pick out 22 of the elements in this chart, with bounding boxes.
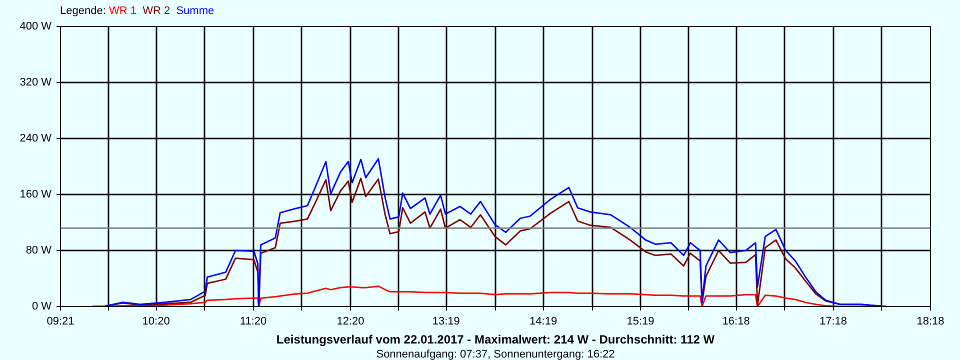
x-tick-label: 11:20 <box>240 316 267 328</box>
legend-title: Legende: <box>60 5 106 17</box>
y-tick-label: 240 W <box>20 132 52 144</box>
text: Leistungsverlauf vom 22.01.2017 - Maximalwert: 214 W - Durchschnitt: 112 W <box>276 332 716 346</box>
y-tick-label: 80 W <box>26 244 52 256</box>
y-tick-label: 320 W <box>20 76 52 88</box>
y-tick-label: 0 W <box>32 300 52 312</box>
y-tick-label: 160 W <box>20 188 52 200</box>
x-tick-label: 15:19 <box>626 316 654 328</box>
text: WR 2 <box>142 5 170 17</box>
x-tick-label: 17:18 <box>820 316 848 328</box>
x-tick-label: 13:19 <box>432 316 460 328</box>
y-tick-label: 400 W <box>20 20 52 32</box>
x-tick-label: 10:20 <box>142 316 170 328</box>
x-tick-label: 09:21 <box>46 316 74 328</box>
text: WR 1 <box>108 5 136 17</box>
text: Summe <box>176 5 214 17</box>
x-tick-label: 12:20 <box>336 316 364 328</box>
x-tick-label: 14:19 <box>530 316 558 328</box>
text: Sonnenaufgang: 07:37, Sonnenuntergang: 16:22 <box>376 348 615 360</box>
x-tick-label: 16:18 <box>722 316 750 328</box>
x-tick-label: 18:18 <box>916 316 944 328</box>
